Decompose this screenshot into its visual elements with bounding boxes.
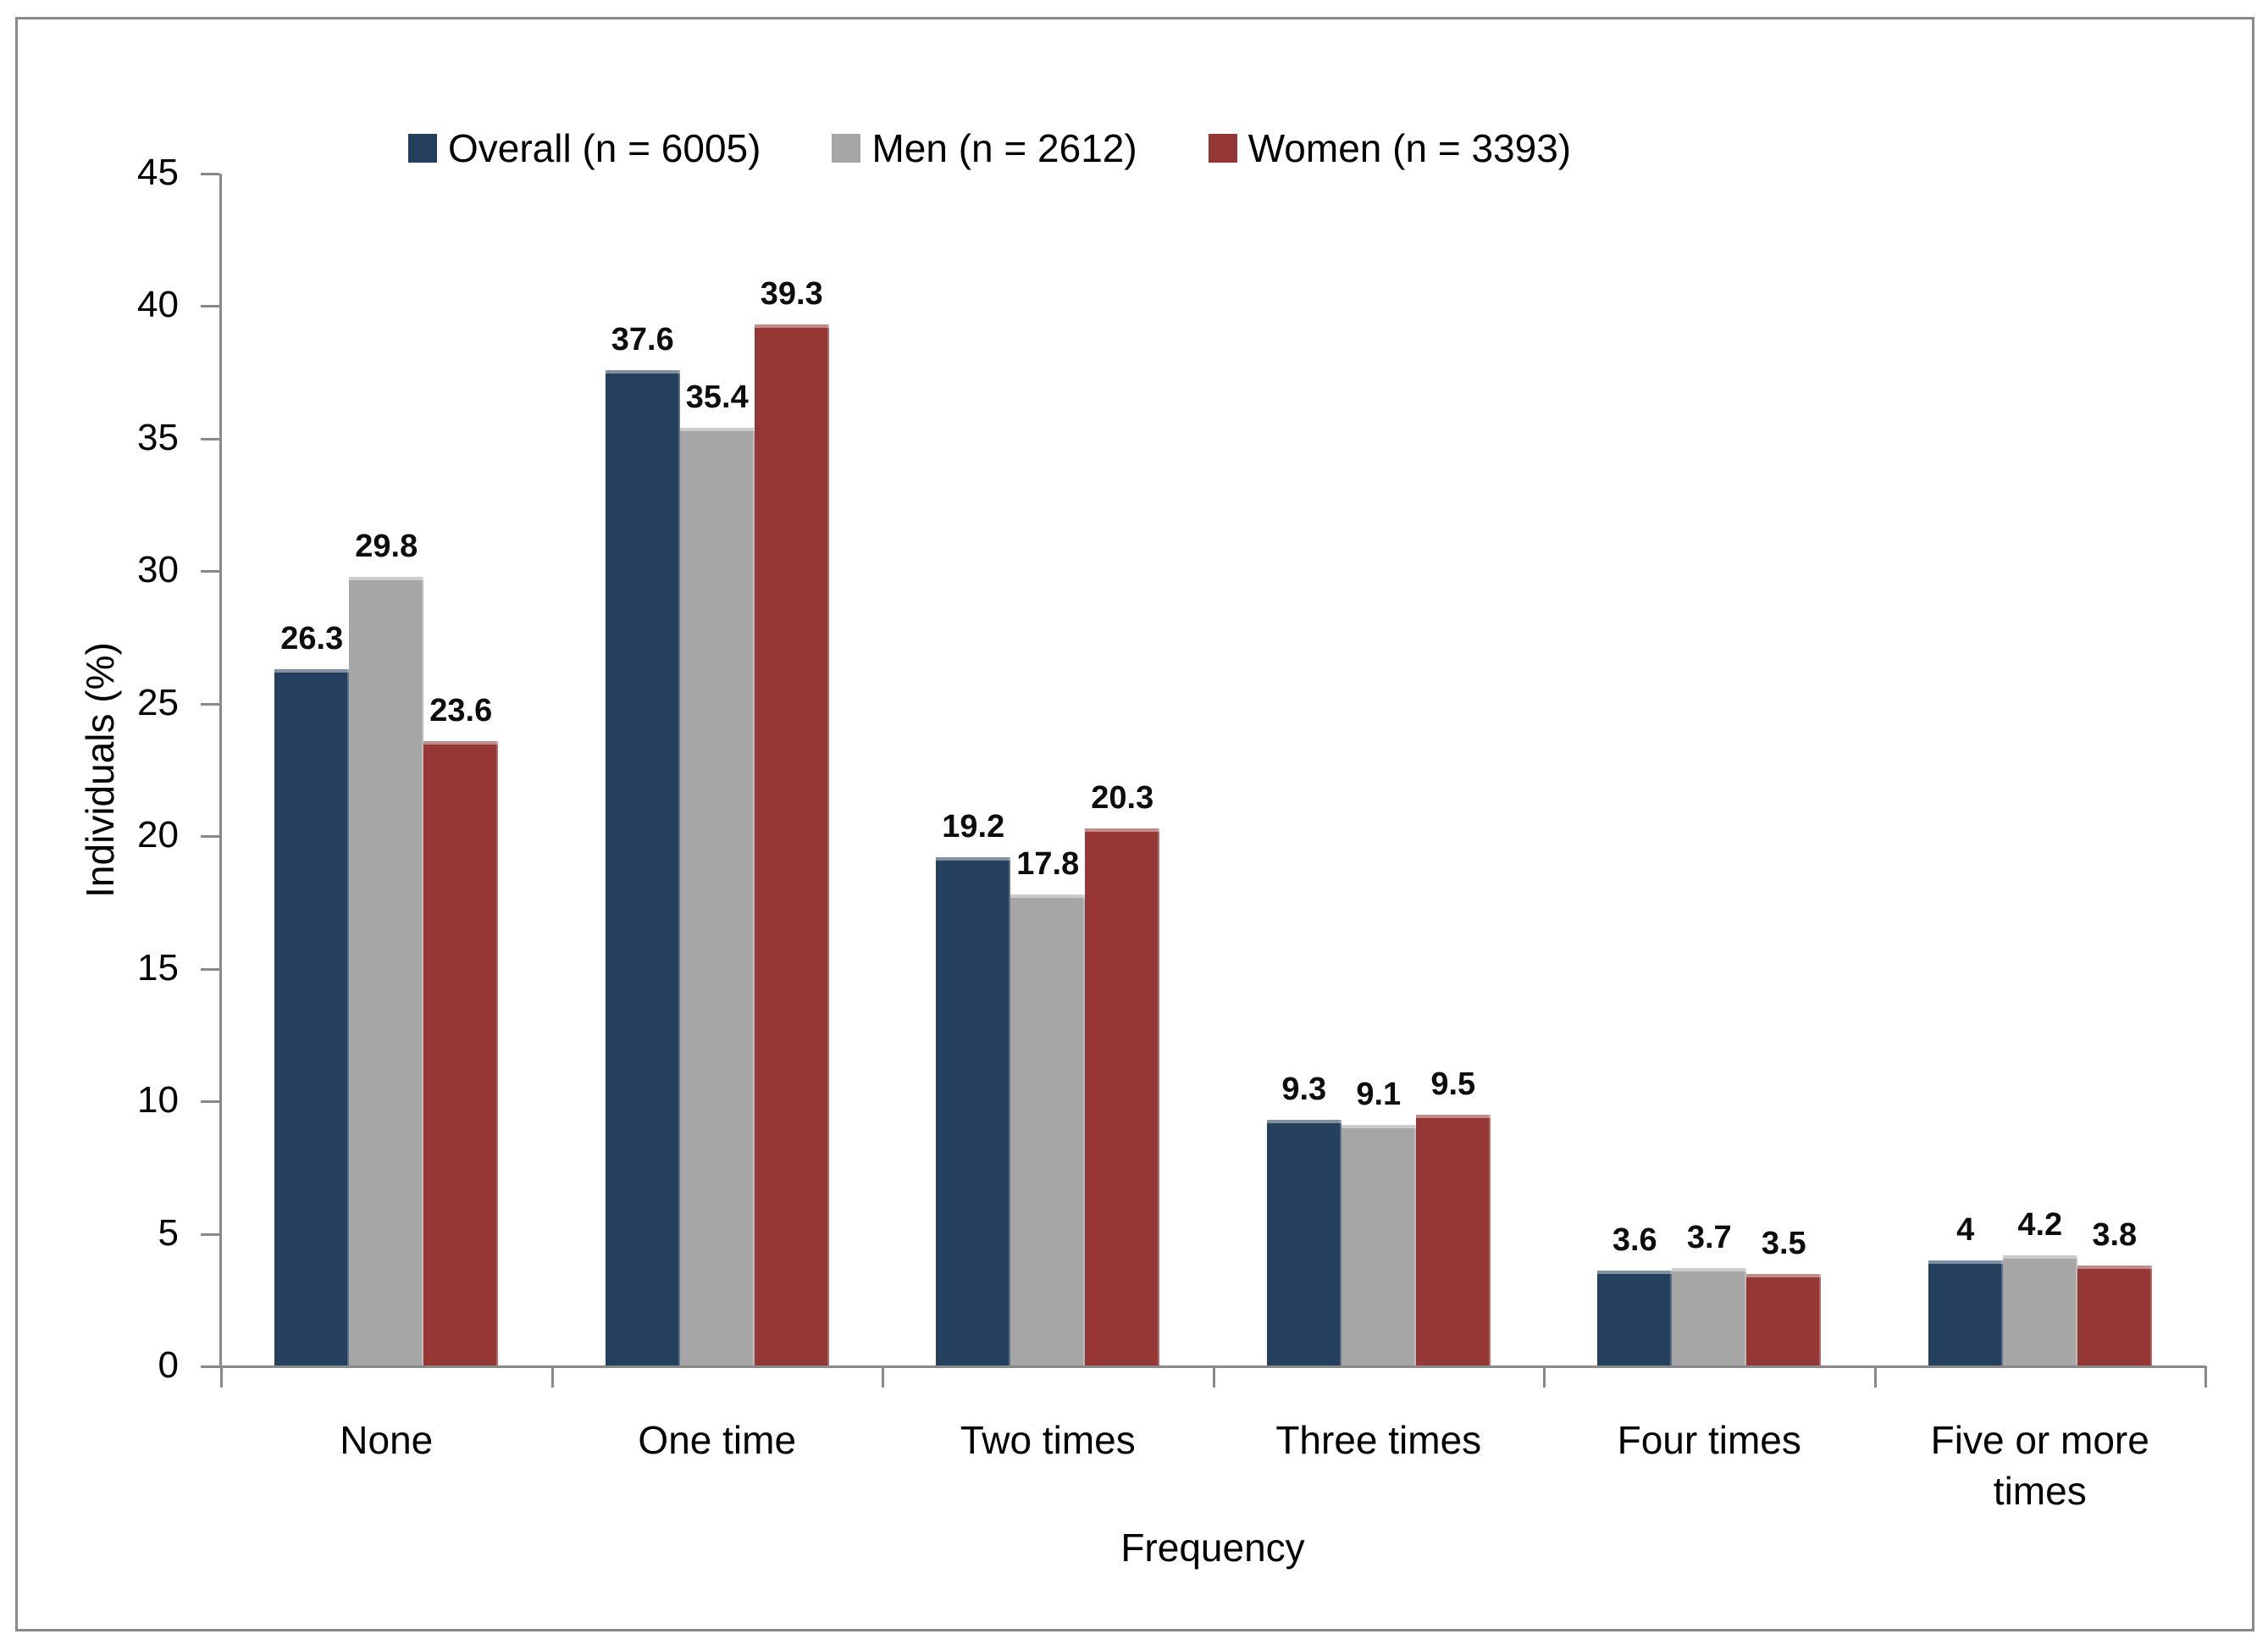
plot-area: 0 5 10 15 20 25 30 35 40 45 26.3 29.8 23.6 None 37.6 35… bbox=[137, 152, 2207, 1513]
y-tick bbox=[201, 835, 219, 839]
legend-item: Women (n = 3393) bbox=[1208, 125, 1572, 171]
bar-women-3 bbox=[1415, 1114, 1491, 1366]
bar-women-2 bbox=[1085, 828, 1160, 1366]
bar-women-4 bbox=[1746, 1273, 1822, 1366]
y-tick-label: 40 bbox=[137, 284, 179, 326]
y-tick-label: 25 bbox=[137, 681, 179, 723]
bar-overall-0 bbox=[274, 669, 350, 1366]
y-tick-label: 20 bbox=[137, 814, 179, 856]
y-tick bbox=[201, 437, 219, 440]
y-tick bbox=[201, 570, 219, 573]
category-label: Three times bbox=[1275, 1418, 1482, 1462]
bar-overall-5 bbox=[1928, 1260, 2003, 1366]
legend-label: Men (n = 2612) bbox=[871, 126, 1137, 170]
bar-overall-1 bbox=[605, 369, 680, 1366]
bar-value-label: 4.2 bbox=[2017, 1206, 2063, 1243]
bar-value-label: 4 bbox=[1956, 1211, 1975, 1248]
y-tick-label: 15 bbox=[137, 946, 179, 989]
x-tick bbox=[1212, 1366, 1215, 1387]
legend-swatch bbox=[408, 134, 437, 163]
bar-men-1 bbox=[679, 428, 755, 1366]
bar-men-0 bbox=[349, 576, 424, 1366]
bar-value-label: 9.5 bbox=[1430, 1066, 1476, 1102]
category-label: None bbox=[340, 1418, 434, 1462]
bar-men-3 bbox=[1341, 1125, 1416, 1366]
y-tick-label: 10 bbox=[137, 1079, 179, 1122]
bar-overall-4 bbox=[1597, 1271, 1673, 1366]
bar-value-label: 23.6 bbox=[429, 692, 493, 728]
category-label: Five or more times bbox=[1930, 1418, 2149, 1513]
y-tick-label: 35 bbox=[137, 416, 179, 458]
bar-women-0 bbox=[423, 740, 499, 1366]
bar-overall-3 bbox=[1266, 1120, 1341, 1366]
bar-value-label: 3.5 bbox=[1761, 1225, 1806, 1261]
x-tick bbox=[550, 1366, 554, 1387]
category-label: Four times bbox=[1617, 1418, 1801, 1462]
bar-value-label: 9.3 bbox=[1281, 1072, 1327, 1108]
x-tick bbox=[220, 1366, 223, 1387]
bar-value-label: 17.8 bbox=[1016, 846, 1080, 883]
bar-value-label: 29.8 bbox=[355, 528, 418, 564]
bar-women-1 bbox=[754, 324, 829, 1366]
y-tick bbox=[201, 305, 219, 308]
x-axis-title: Frequency bbox=[1120, 1526, 1305, 1570]
bar-value-label: 3.7 bbox=[1686, 1220, 1732, 1256]
bar-value-label: 39.3 bbox=[760, 276, 823, 313]
y-tick bbox=[201, 1100, 219, 1104]
y-tick-label: 30 bbox=[137, 549, 179, 591]
y-tick bbox=[201, 1232, 219, 1236]
y-axis-title: Individuals (%) bbox=[78, 642, 122, 898]
x-tick bbox=[1543, 1366, 1546, 1387]
bar-value-label: 26.3 bbox=[280, 621, 344, 657]
y-tick-label: 0 bbox=[158, 1344, 179, 1386]
legend-label: Women (n = 3393) bbox=[1247, 126, 1572, 170]
bar-value-label: 20.3 bbox=[1091, 779, 1154, 816]
y-tick bbox=[201, 173, 219, 175]
bar-value-label: 3.8 bbox=[2092, 1217, 2138, 1254]
bar-men-5 bbox=[2002, 1255, 2077, 1366]
figure-border bbox=[15, 17, 2254, 1631]
chart-legend: Overall (n = 6005) Men (n = 2612) Women (n… bbox=[408, 125, 1571, 171]
category-label: One time bbox=[638, 1418, 797, 1462]
x-tick bbox=[2204, 1366, 2207, 1387]
y-tick bbox=[201, 702, 219, 706]
bar-value-label: 3.6 bbox=[1612, 1222, 1657, 1259]
legend-label: Overall (n = 6005) bbox=[448, 126, 761, 170]
bar-value-label: 35.4 bbox=[685, 379, 749, 416]
bar-men-4 bbox=[1672, 1268, 1747, 1366]
x-axis-line bbox=[201, 1365, 2205, 1368]
legend-item: Men (n = 2612) bbox=[832, 125, 1137, 171]
bar-men-2 bbox=[1010, 895, 1086, 1366]
bar-women-5 bbox=[2077, 1266, 2152, 1366]
legend-swatch bbox=[1208, 134, 1237, 163]
bar-value-label: 9.1 bbox=[1356, 1077, 1402, 1113]
y-axis-line bbox=[219, 174, 222, 1366]
x-tick bbox=[882, 1366, 884, 1387]
y-tick bbox=[201, 967, 219, 971]
legend-item: Overall (n = 6005) bbox=[408, 125, 761, 171]
bar-overall-2 bbox=[936, 857, 1011, 1366]
legend-swatch bbox=[832, 134, 861, 163]
category-label: Two times bbox=[960, 1418, 1136, 1462]
bar-value-label: 37.6 bbox=[611, 321, 674, 357]
y-tick-label: 45 bbox=[137, 152, 179, 193]
y-tick-label: 5 bbox=[158, 1211, 179, 1254]
bar-value-label: 19.2 bbox=[942, 809, 1005, 845]
x-tick bbox=[1873, 1366, 1877, 1387]
